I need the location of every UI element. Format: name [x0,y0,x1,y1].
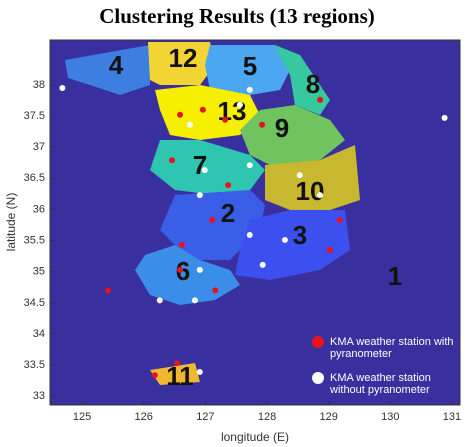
region-label: 7 [193,150,207,180]
x-tick-label: 126 [135,411,153,423]
station-point [104,287,111,294]
y-tick-label: 38 [33,79,45,91]
x-tick-label: 131 [443,411,461,423]
x-axis-label: longitude (E) [221,430,289,444]
legend-marker [312,372,324,384]
x-tick-label: 129 [319,411,337,423]
y-tick-label: 33.5 [24,359,45,371]
region-label: 9 [275,113,289,143]
station-point [259,121,266,128]
region-label: 13 [218,96,247,126]
x-tick-label: 130 [381,411,399,423]
station-point [156,297,163,304]
station-point [222,116,229,123]
station-point [336,217,343,224]
region-11 [150,363,200,385]
y-tick-label: 37.5 [24,110,45,122]
region-4 [65,45,150,95]
region-label: 1 [388,261,402,291]
station-point [212,287,219,294]
station-point [246,231,253,238]
region-9 [240,105,345,165]
region-label: 5 [243,51,257,81]
station-point [326,246,333,253]
station-point [177,111,184,118]
plot-frame [49,39,461,406]
station-point [236,101,243,108]
station-point [317,192,324,199]
region-label: 4 [109,50,124,80]
region-12 [148,42,215,85]
x-tick-label: 128 [258,411,276,423]
station-point [151,372,158,379]
station-point [177,266,184,273]
x-tick-label: 125 [73,411,91,423]
station-point [196,368,203,375]
y-tick-label: 34.5 [24,297,45,309]
station-point [209,217,216,224]
region-5 [205,45,290,95]
region-label: 2 [221,198,235,228]
y-axis-label: latitude (N) [4,193,18,252]
y-tick-label: 37 [33,141,45,153]
station-point [59,84,66,91]
station-point [178,241,185,248]
station-point [259,261,266,268]
legend-label: KMA weather station with pyranometer [330,336,454,360]
region-label: 11 [166,361,194,391]
station-point [246,162,253,169]
station-point [225,182,232,189]
station-point [317,96,324,103]
station-point [441,114,448,121]
region-13 [155,85,260,140]
chart-title: Clustering Results (13 regions) [99,4,375,28]
station-point [281,236,288,243]
station-point [174,360,181,367]
region-10 [265,145,360,210]
station-point [296,172,303,179]
station-point [196,192,203,199]
station-point [191,297,198,304]
station-point [246,86,253,93]
station-point [196,266,203,273]
region-label: 6 [176,256,190,286]
region-label: 8 [306,69,320,99]
station-point [199,106,206,113]
region-8 [275,45,330,115]
station-point [186,121,193,128]
y-tick-label: 33 [33,390,45,402]
region-label: 12 [169,43,198,73]
y-tick-label: 34 [33,328,45,340]
region-label: 3 [293,220,307,250]
station-point [201,167,208,174]
station-point [169,157,176,164]
legend-label: KMA weather station without pyranometer [330,372,431,396]
y-tick-label: 36 [33,203,45,215]
y-tick-label: 35 [33,266,45,278]
y-tick-label: 35.5 [24,234,45,246]
y-tick-label: 36.5 [24,172,45,184]
x-tick-label: 127 [196,411,214,423]
region-label: 10 [296,176,325,206]
region-7 [150,140,265,195]
legend-marker [312,336,324,348]
region-2 [160,190,265,260]
